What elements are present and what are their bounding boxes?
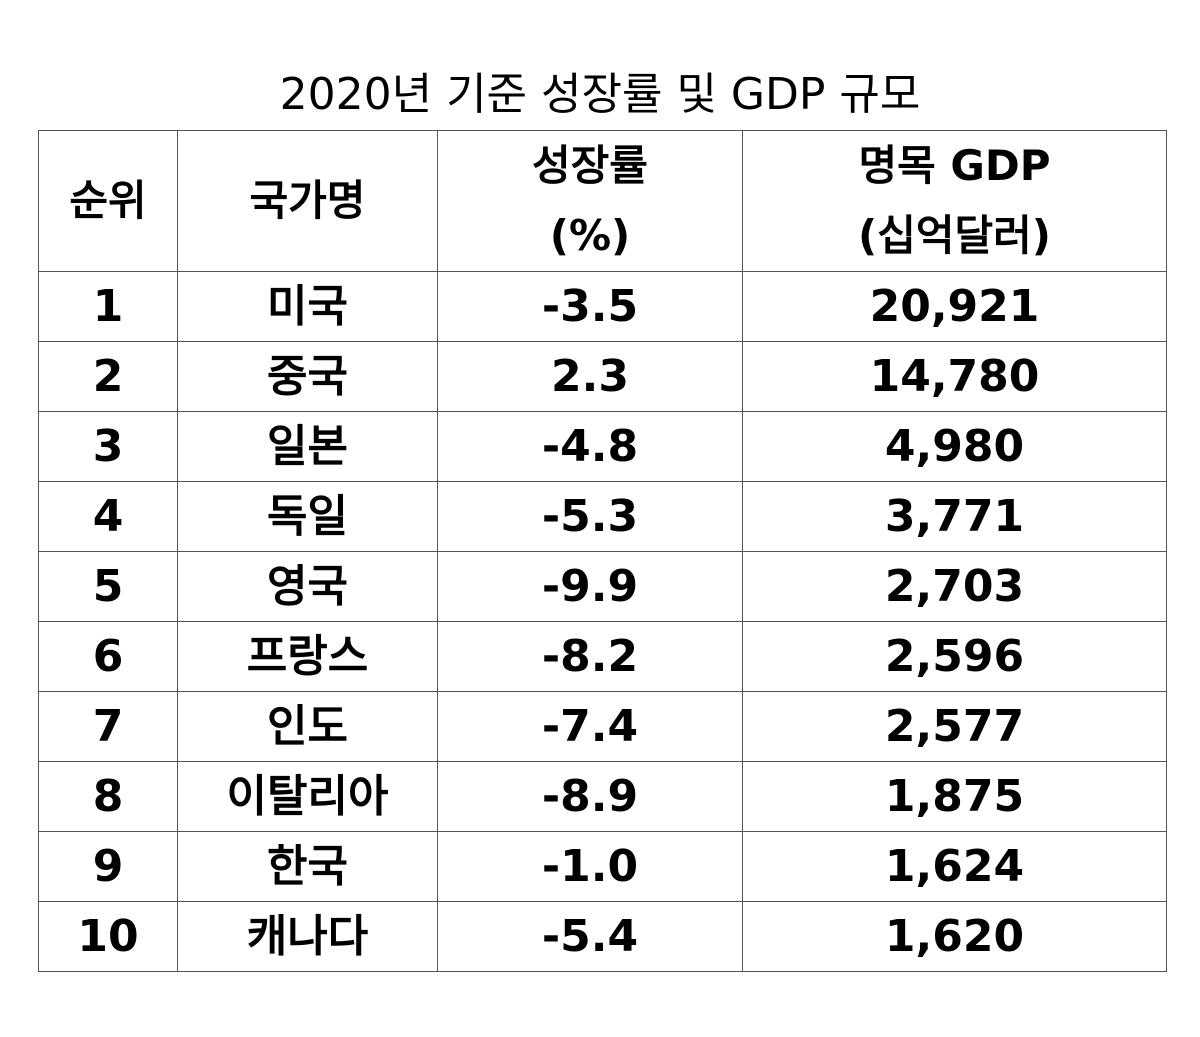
table-row: 3 일본 -4.8 4,980 bbox=[38, 411, 1167, 482]
header-rank: 순위 bbox=[38, 130, 178, 272]
cell-growth: -7.4 bbox=[437, 691, 743, 762]
table-row: 7 인도 -7.4 2,577 bbox=[38, 691, 1167, 762]
page-title: 2020년 기준 성장률 및 GDP 규모 bbox=[279, 69, 921, 120]
table-row: 1 미국 -3.5 20,921 bbox=[38, 271, 1167, 342]
cell-rank: 2 bbox=[38, 341, 178, 412]
table-row: 10 캐나다 -5.4 1,620 bbox=[38, 901, 1167, 972]
cell-rank: 3 bbox=[38, 411, 178, 482]
table-row: 5 영국 -9.9 2,703 bbox=[38, 551, 1167, 622]
cell-country: 미국 bbox=[177, 271, 438, 342]
cell-rank: 1 bbox=[38, 271, 178, 342]
cell-gdp: 14,780 bbox=[742, 341, 1167, 412]
header-row: 순위 국가명 성장률 (%) 명목 GDP (십억달러) bbox=[38, 130, 1167, 272]
cell-country: 영국 bbox=[177, 551, 438, 622]
cell-country: 독일 bbox=[177, 481, 438, 552]
cell-gdp: 2,596 bbox=[742, 621, 1167, 692]
cell-country: 한국 bbox=[177, 831, 438, 902]
cell-gdp: 2,577 bbox=[742, 691, 1167, 762]
cell-gdp: 1,875 bbox=[742, 761, 1167, 832]
cell-rank: 4 bbox=[38, 481, 178, 552]
cell-growth: -8.2 bbox=[437, 621, 743, 692]
gdp-table: 순위 국가명 성장률 (%) 명목 GDP (십억달러) 1 미국 -3.5 2… bbox=[38, 130, 1167, 972]
cell-rank: 10 bbox=[38, 901, 178, 972]
header-growth-label: 성장률 bbox=[532, 141, 648, 190]
cell-gdp: 1,620 bbox=[742, 901, 1167, 972]
cell-growth: -5.4 bbox=[437, 901, 743, 972]
cell-country: 이탈리아 bbox=[177, 761, 438, 832]
cell-gdp: 4,980 bbox=[742, 411, 1167, 482]
table-row: 2 중국 2.3 14,780 bbox=[38, 341, 1167, 412]
header-gdp-unit: (십억달러) bbox=[858, 211, 1051, 260]
header-gdp: 명목 GDP (십억달러) bbox=[742, 130, 1167, 272]
cell-growth: -4.8 bbox=[437, 411, 743, 482]
header-country: 국가명 bbox=[177, 130, 438, 272]
cell-rank: 9 bbox=[38, 831, 178, 902]
cell-country: 프랑스 bbox=[177, 621, 438, 692]
table-row: 4 독일 -5.3 3,771 bbox=[38, 481, 1167, 552]
cell-rank: 6 bbox=[38, 621, 178, 692]
table-body: 1 미국 -3.5 20,921 2 중국 2.3 14,780 3 일본 -4… bbox=[38, 271, 1167, 972]
cell-growth: -8.9 bbox=[437, 761, 743, 832]
cell-country: 인도 bbox=[177, 691, 438, 762]
cell-growth: -9.9 bbox=[437, 551, 743, 622]
cell-growth: -1.0 bbox=[437, 831, 743, 902]
cell-country: 일본 bbox=[177, 411, 438, 482]
cell-country: 중국 bbox=[177, 341, 438, 412]
cell-growth: 2.3 bbox=[437, 341, 743, 412]
cell-country: 캐나다 bbox=[177, 901, 438, 972]
table-row: 9 한국 -1.0 1,624 bbox=[38, 831, 1167, 902]
cell-growth: -3.5 bbox=[437, 271, 743, 342]
cell-rank: 7 bbox=[38, 691, 178, 762]
table-row: 6 프랑스 -8.2 2,596 bbox=[38, 621, 1167, 692]
header-growth: 성장률 (%) bbox=[437, 130, 743, 272]
cell-gdp: 20,921 bbox=[742, 271, 1167, 342]
cell-gdp: 1,624 bbox=[742, 831, 1167, 902]
header-growth-unit: (%) bbox=[549, 211, 631, 260]
cell-rank: 8 bbox=[38, 761, 178, 832]
cell-rank: 5 bbox=[38, 551, 178, 622]
header-gdp-label: 명목 GDP bbox=[858, 141, 1051, 190]
table-header: 순위 국가명 성장률 (%) 명목 GDP (십억달러) bbox=[38, 130, 1167, 272]
cell-growth: -5.3 bbox=[437, 481, 743, 552]
table-row: 8 이탈리아 -8.9 1,875 bbox=[38, 761, 1167, 832]
cell-gdp: 3,771 bbox=[742, 481, 1167, 552]
cell-gdp: 2,703 bbox=[742, 551, 1167, 622]
